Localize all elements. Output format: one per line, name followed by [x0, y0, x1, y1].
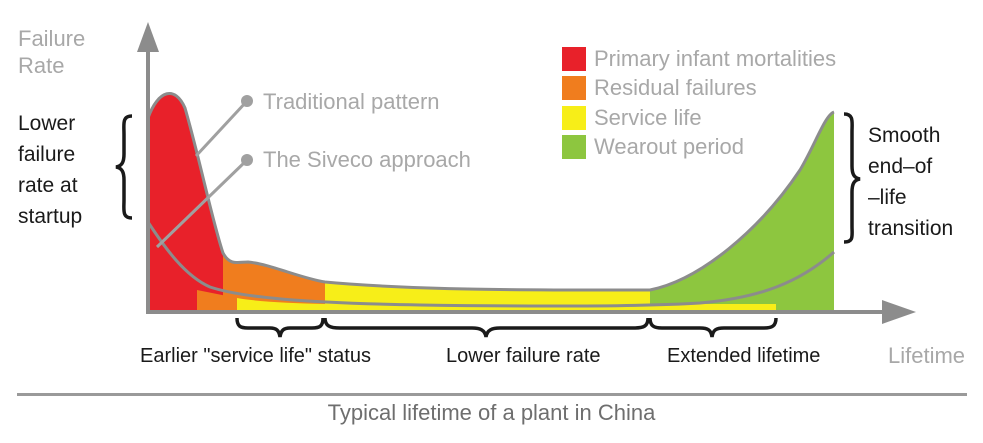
extended-lifetime-label: Extended lifetime [667, 345, 821, 367]
legend-item-service-life: Service life [562, 103, 836, 133]
legend-swatch [562, 135, 586, 160]
brace-extended-lifetime [648, 317, 778, 338]
lower-failure-rate-label: Lower failure rate [446, 345, 601, 367]
left-text-line-4: startup [18, 205, 83, 228]
traditional-pointer-dot [241, 95, 253, 107]
right-text-line-3: –life [868, 186, 907, 209]
y-axis-label-line-1: Failure [18, 26, 86, 51]
siveco-approach-label: The Siveco approach [263, 147, 471, 172]
legend-label: Primary infant mortalities [594, 45, 837, 71]
right-text-line-4: transition [868, 217, 954, 240]
siveco-approach-curve [146, 221, 835, 308]
y-axis-label-line-2: Rate [18, 53, 65, 78]
region-residual-failures-early [223, 253, 325, 312]
legend-item-primary-infant-mortalities: Primary infant mortalities [562, 44, 836, 74]
legend: Primary infant mortalities Residual fail… [562, 44, 836, 162]
region-primary-infant-mortalities [148, 93, 223, 312]
caption-divider [17, 393, 967, 396]
x-axis-label: Lifetime [888, 343, 966, 368]
legend-swatch [562, 105, 586, 130]
region-wearout-period [650, 112, 834, 312]
legend-item-residual-failures: Residual failures [562, 74, 836, 104]
siveco-pointer-dot [241, 154, 253, 166]
left-text-line-2: failure [18, 143, 76, 166]
region-residual-failures-inner [197, 290, 237, 312]
right-text-line-1: Smooth [868, 124, 941, 147]
brace-earlier-service-life [235, 317, 325, 338]
legend-label: Service life [594, 104, 702, 130]
right-text-line-2: end–of [868, 155, 933, 178]
y-axis-arrowhead [137, 22, 159, 52]
siveco-pointer-line [155, 158, 249, 249]
traditional-pattern-curve [146, 92, 835, 292]
x-axis-arrowhead [882, 300, 916, 324]
left-text-line-3: rate at [18, 174, 78, 197]
legend-swatch [562, 76, 586, 101]
legend-label: Wearout period [594, 134, 745, 160]
figure-caption: Typical lifetime of a plant in China [327, 400, 656, 425]
lower-failure-rate-startup-text: Lower failure rate at startup [18, 108, 82, 232]
legend-swatch [562, 46, 586, 71]
legend-label: Residual failures [594, 75, 757, 101]
left-curly-brace [115, 114, 133, 220]
traditional-pointer-line [194, 99, 249, 158]
earlier-service-life-label: Earlier "service life" status [140, 345, 371, 367]
right-curly-brace [843, 112, 861, 244]
smooth-end-of-life-text: Smooth end–of –life transition [868, 120, 953, 244]
traditional-pattern-label: Traditional pattern [263, 89, 440, 114]
left-text-line-1: Lower [18, 112, 76, 135]
brace-lower-failure-rate [323, 317, 650, 338]
legend-item-wearout-period: Wearout period [562, 133, 836, 163]
